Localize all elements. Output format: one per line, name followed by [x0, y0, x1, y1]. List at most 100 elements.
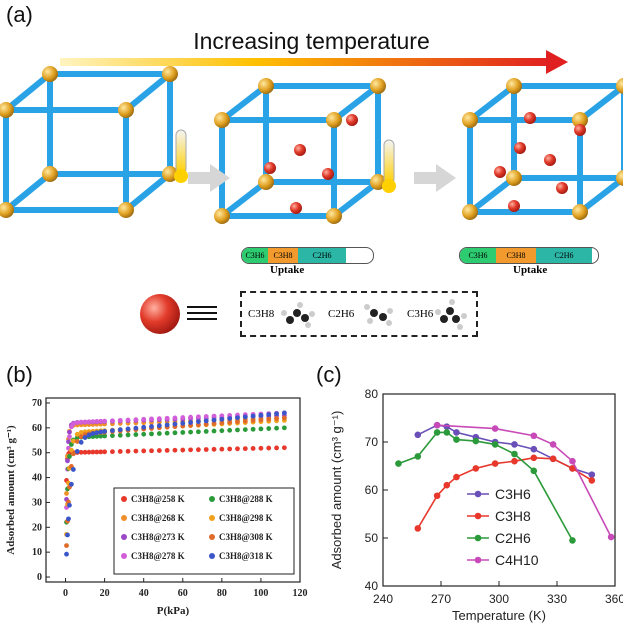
data-point [433, 492, 441, 500]
data-point [414, 431, 422, 439]
isotherm-chart: 0 20 40 60 80 100 120 0 10 20 30 40 50 60 70 P(kPa) Adso… [5, 397, 308, 617]
x-tick-label: 270 [431, 592, 451, 606]
gas-label-c3h6: C3H6 [407, 308, 434, 320]
guest-molecule [346, 114, 358, 126]
panel-a-label: (a) [6, 2, 33, 27]
data-point [82, 419, 88, 425]
panel-b-label: (b) [6, 362, 33, 387]
data-point [149, 424, 154, 429]
data-point [164, 415, 170, 421]
legend-marker [121, 496, 127, 502]
data-point [102, 433, 108, 439]
data-point [180, 420, 186, 426]
data-point [211, 417, 217, 423]
thermometer-icon [175, 129, 187, 175]
data-point [258, 426, 264, 432]
gas-legend-sphere [140, 294, 180, 334]
data-point [141, 424, 147, 430]
data-point [90, 419, 96, 425]
legend-label: C3H8@288 K [219, 494, 273, 504]
data-point [453, 429, 460, 436]
legend-label: C3H8@273 K [131, 532, 185, 542]
data-point [196, 414, 201, 420]
metal-node [42, 166, 58, 182]
data-point [266, 416, 272, 422]
y-tick-label: 0 [37, 572, 42, 583]
data-point [211, 428, 217, 434]
guest-molecule [514, 142, 526, 154]
data-point [491, 460, 499, 467]
molecule-icons [281, 299, 467, 330]
thermometer-bulb [382, 179, 396, 193]
data-point [250, 446, 256, 451]
y-tick-label: 70 [32, 398, 42, 409]
data-point [196, 429, 201, 435]
data-point [235, 415, 240, 421]
legend: C3H8@258 K C3H8@268 K C3H8@273 K C3H8@278 K… [113, 487, 295, 575]
x-tick-label: 120 [293, 588, 308, 599]
data-point [98, 433, 104, 439]
x-tick-label: 60 [178, 588, 188, 599]
data-point [196, 447, 201, 453]
data-point [70, 421, 76, 427]
metal-node [616, 78, 623, 94]
mof-framework-1 [0, 66, 188, 218]
data-point [74, 431, 80, 437]
legend-marker [209, 496, 215, 502]
data-point [203, 418, 209, 424]
data-point [258, 445, 264, 451]
gas-label-c2h6: C2H6 [328, 308, 355, 320]
data-point [67, 502, 72, 508]
metal-node [326, 112, 342, 128]
data-point [172, 421, 178, 427]
frame-strut [467, 175, 517, 215]
data-point [78, 439, 84, 445]
x-axis-label: Temperature (K) [452, 608, 546, 623]
temperature-arrow-title: Increasing temperature [193, 28, 430, 54]
data-point [117, 417, 123, 423]
data-point [98, 449, 104, 455]
x-tick-label: 80 [217, 588, 227, 599]
data-point [203, 414, 209, 419]
data-point [549, 441, 557, 448]
data-point [156, 448, 162, 453]
metal-node [506, 170, 522, 186]
mof-framework-3 [462, 78, 623, 220]
uptake-caption-2: Uptake [513, 264, 548, 276]
data-point [227, 446, 233, 452]
data-point [453, 473, 460, 481]
data-point [219, 420, 225, 426]
metal-node [506, 78, 522, 94]
data-point [94, 419, 100, 424]
data-point [203, 428, 209, 434]
legend-label: C3H8 [495, 508, 531, 524]
data-point [227, 416, 233, 421]
data-point [588, 471, 596, 478]
data-point [70, 467, 76, 472]
x-axis-label: P(kPa) [157, 605, 190, 617]
data-point [281, 425, 287, 431]
gas-label-c3h8: C3H8 [248, 308, 275, 320]
data-point [266, 426, 272, 431]
data-point [90, 431, 96, 436]
metal-node [462, 204, 478, 220]
data-point [250, 426, 256, 432]
data-point [70, 451, 76, 457]
data-point [141, 431, 147, 437]
data-point [65, 458, 70, 464]
mof-framework-2 [214, 78, 396, 224]
data-point [133, 417, 139, 423]
data-point [227, 427, 233, 433]
data-point [258, 412, 264, 418]
thermometer-bulb [174, 169, 188, 183]
frame-strut [3, 171, 53, 213]
uptake-bar-1: C3H6 C3H8 C2H6 [241, 247, 374, 264]
x-tick-label: 300 [489, 592, 509, 606]
data-point [64, 491, 69, 496]
data-point [172, 415, 178, 421]
data-point [433, 421, 441, 429]
data-point [211, 446, 217, 452]
data-point [453, 436, 460, 443]
data-point [242, 446, 248, 452]
metal-node [616, 170, 623, 186]
